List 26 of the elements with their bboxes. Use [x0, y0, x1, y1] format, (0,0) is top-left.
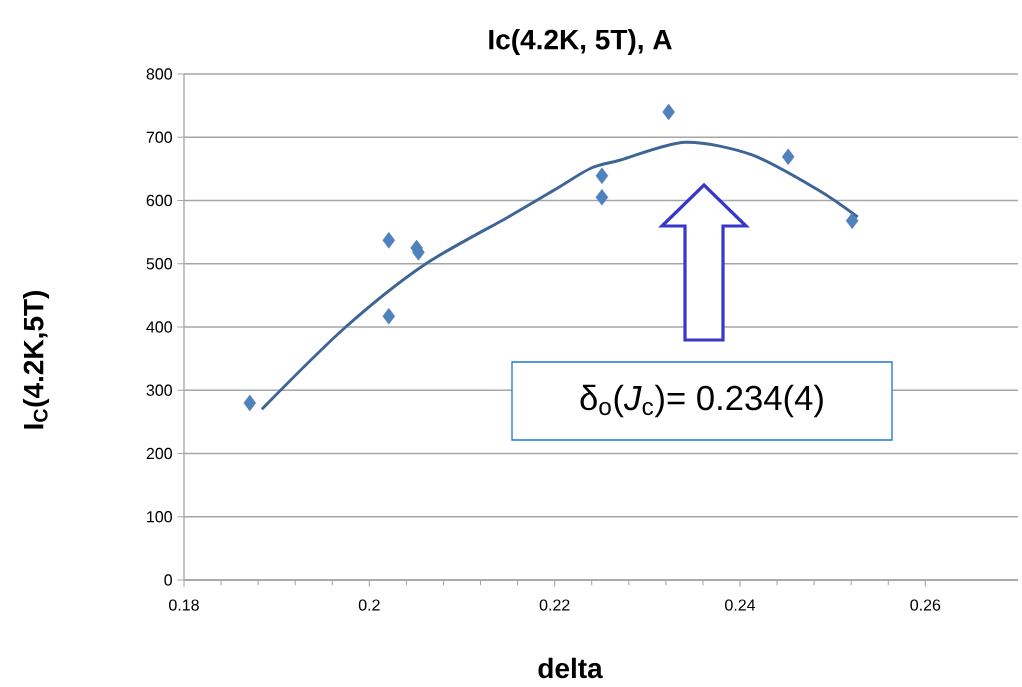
x-tick-label: 0.2: [358, 599, 380, 611]
y-tick-label: 0: [164, 574, 173, 586]
point: [382, 307, 396, 325]
x-tick-label: 0.18: [169, 599, 199, 611]
point: [595, 189, 609, 206]
x-tick-label: 0.24: [725, 599, 756, 611]
y-tick-label: 700: [146, 131, 172, 143]
y-tick-label: 300: [146, 384, 172, 396]
y-tick-label: 400: [146, 321, 172, 333]
x-axis-title: delta: [538, 657, 603, 679]
point: [781, 148, 795, 166]
point: [845, 212, 859, 230]
x-tick-label: 0.26: [910, 599, 941, 611]
point: [595, 167, 609, 185]
y-tick-label: 200: [146, 447, 172, 460]
point: [382, 232, 396, 249]
annotation: δ$_{o}$(J$_{c}$)= 0.234(4): [580, 384, 823, 418]
y-tick-label: 100: [147, 511, 172, 523]
y-tick-label: 800: [146, 68, 172, 80]
y-tick-label: 600: [146, 194, 172, 207]
chart-title: Ic(4.2K, 5T), A: [489, 28, 672, 56]
x-tick-label: 0.22: [539, 599, 570, 611]
point: [662, 103, 675, 121]
y-tick-label: 500: [146, 258, 172, 270]
y-axis-title: I$_{C}$(4.2K,5T): [22, 290, 50, 429]
point: [243, 394, 257, 412]
